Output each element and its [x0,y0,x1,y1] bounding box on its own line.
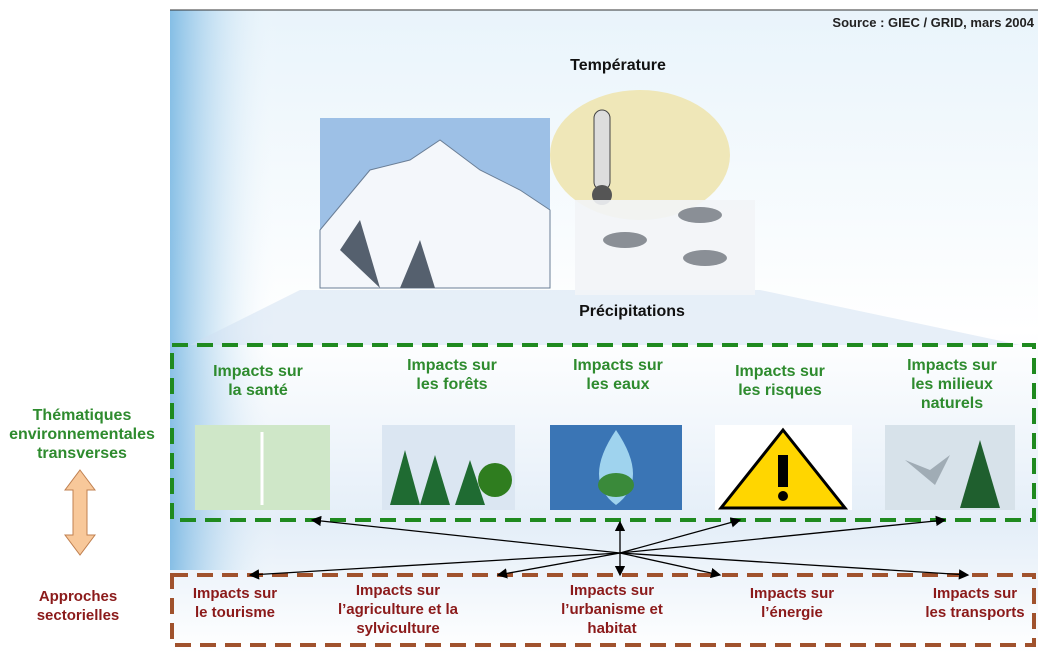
double-arrow [64,469,96,556]
sectoral-impact: l’énergie [761,604,823,621]
sectoral-impact: le tourisme [195,604,275,621]
globe [598,473,634,497]
sectoral-impact: habitat [587,620,636,637]
thematic-impact: Impacts sur [907,357,997,374]
cloud [683,250,727,266]
precipitation-panel [575,200,755,295]
warning-dot [778,491,788,501]
thematic-label: environnementales [9,426,155,443]
tree [478,463,512,497]
sectoral-impact: Impacts sur [570,582,654,599]
temperature-label: Température [570,57,666,74]
sectoral-label: Approches [39,588,117,605]
thematic-impact: naturels [921,395,983,412]
thematic-impact: les eaux [586,376,649,393]
thematic-impact: Impacts sur [573,357,663,374]
cloud [603,232,647,248]
thematic-impact: Impacts sur [213,363,303,380]
sectoral-impact: l’urbanisme et [561,601,663,618]
thematic-impact: Impacts sur [407,357,497,374]
bird [905,455,950,485]
cloud [678,207,722,223]
thematic-box [170,343,1036,522]
rocks [340,220,435,288]
fir-tree [960,440,1000,508]
sectoral-impact: les transports [925,604,1024,621]
sectoral-impact: Impacts sur [356,582,440,599]
thematic-impact: les forêts [416,376,487,393]
sectoral-label: sectorielles [37,607,120,624]
thermometer [593,109,611,191]
sectoral-impact: Impacts sur [193,585,277,602]
thematic-impact: les risques [738,382,822,399]
light-fan [190,290,1020,345]
sectoral-impact: l’agriculture et la [338,601,459,618]
thematic-label: Thématiques [33,407,132,424]
thematic-impact: Impacts sur [735,363,825,380]
sectoral-box [170,573,1036,647]
precipitations-label: Précipitations [579,303,685,320]
thematic-impact: la santé [228,382,288,399]
sectoral-impact: Impacts sur [750,585,834,602]
warning-mark [778,455,788,487]
arrows [248,515,970,580]
sectoral-impact: Impacts sur [933,585,1017,602]
trees [390,450,485,505]
source: Source : GIEC / GRID, mars 2004 [832,15,1034,30]
thematic-impact: les milieux [911,376,993,393]
thematic-label: transverses [37,445,127,462]
sectoral-impact: sylviculture [356,620,439,637]
